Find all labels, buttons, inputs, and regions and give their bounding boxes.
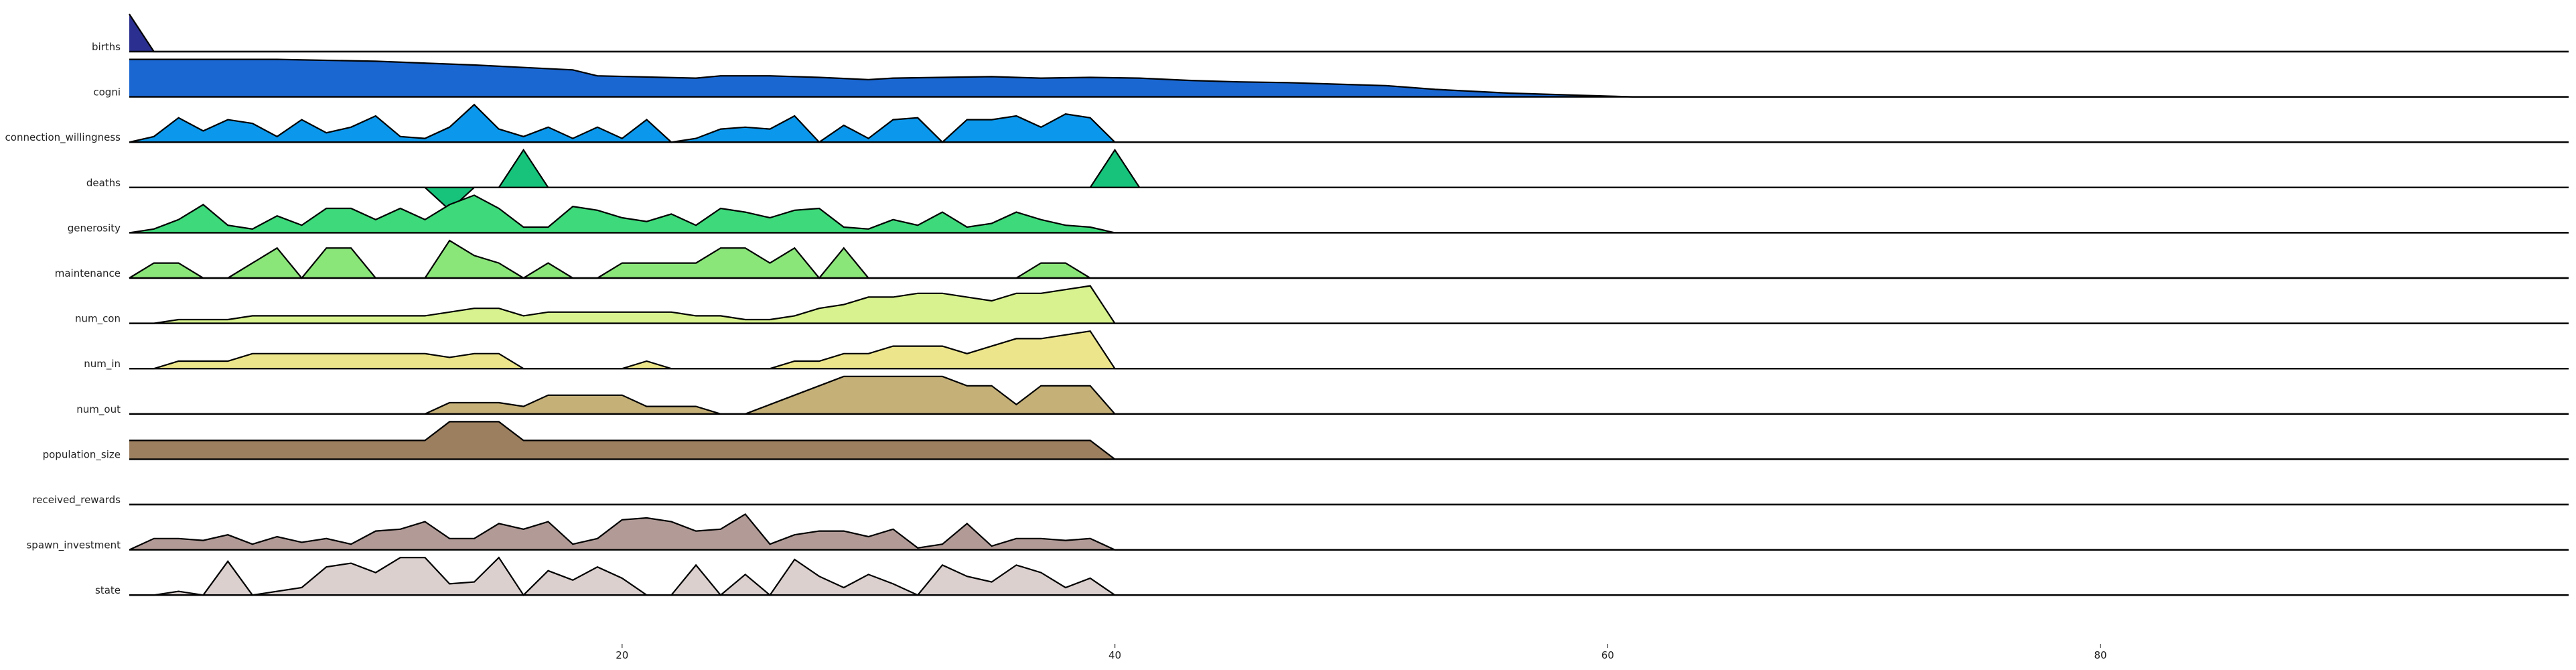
ridge-generosity	[129, 194, 2569, 234]
ridge-population-size	[129, 421, 2569, 460]
ridge-line-connection-willingness	[129, 103, 2569, 143]
ridge-line-state	[129, 556, 2569, 596]
ridge-area-num-in	[129, 331, 2569, 369]
x-tick-label: 80	[2094, 649, 2106, 661]
ridge-spawn-investment	[129, 513, 2569, 551]
y-label-num-in: num_in	[84, 358, 121, 371]
ridges-group	[129, 13, 2569, 596]
ridge-state	[129, 556, 2569, 596]
y-label-population-size: population_size	[43, 448, 121, 461]
ridge-line-num-con	[129, 285, 2569, 324]
ridge-area-num-con	[129, 285, 2569, 324]
ridge-area-generosity	[129, 195, 2569, 233]
ridge-maintenance	[129, 239, 2569, 279]
ridge-line-spawn-investment	[129, 513, 2569, 551]
y-label-births: births	[92, 41, 121, 53]
ridge-area-population-size	[129, 421, 2569, 460]
ridge-line-num-out	[129, 375, 2569, 415]
ridge-area-cogni	[129, 59, 2569, 97]
y-label-maintenance: maintenance	[55, 267, 121, 279]
ridge-area-spawn-investment	[129, 514, 2569, 550]
y-label-spawn-investment: spawn_investment	[26, 539, 121, 552]
ridge-area-maintenance	[129, 241, 2569, 278]
ridge-area-connection-willingness	[129, 105, 2569, 143]
ridge-births	[129, 13, 2569, 53]
ridge-num-out	[129, 375, 2569, 415]
ridge-deaths	[129, 148, 2569, 211]
y-label-cogni: cogni	[93, 86, 121, 98]
x-tick-label: 40	[1108, 649, 1121, 661]
ridge-cogni	[129, 58, 2569, 98]
ridge-line-births	[129, 13, 2569, 53]
ridge-line-cogni	[129, 58, 2569, 98]
ridge-num-in	[129, 330, 2569, 370]
x-ticks-group: 20 40 60 80	[616, 644, 2107, 661]
y-label-connection-willingness: connection_willingness	[5, 131, 121, 144]
y-label-received-rewards: received_rewards	[32, 494, 121, 507]
x-tick-label: 20	[616, 649, 628, 661]
y-label-deaths: deaths	[86, 177, 121, 189]
ridge-connection-willingness	[129, 103, 2569, 143]
ridge-line-generosity	[129, 194, 2569, 234]
x-tick-label: 60	[1601, 649, 1614, 661]
ridge-line-num-in	[129, 330, 2569, 370]
ridge-line-population-size	[129, 421, 2569, 460]
y-label-generosity: generosity	[68, 222, 121, 234]
y-label-num-out: num_out	[76, 403, 121, 416]
ridge-area-state	[129, 557, 2569, 596]
ridge-area-num-out	[129, 376, 2569, 414]
ridge-num-con	[129, 285, 2569, 324]
ridge-area-births	[129, 14, 2569, 52]
ridge-area-deaths	[129, 149, 2569, 210]
ridge-line-deaths	[129, 148, 2569, 211]
y-label-num-con: num_con	[75, 313, 121, 326]
y-label-state: state	[95, 584, 121, 596]
